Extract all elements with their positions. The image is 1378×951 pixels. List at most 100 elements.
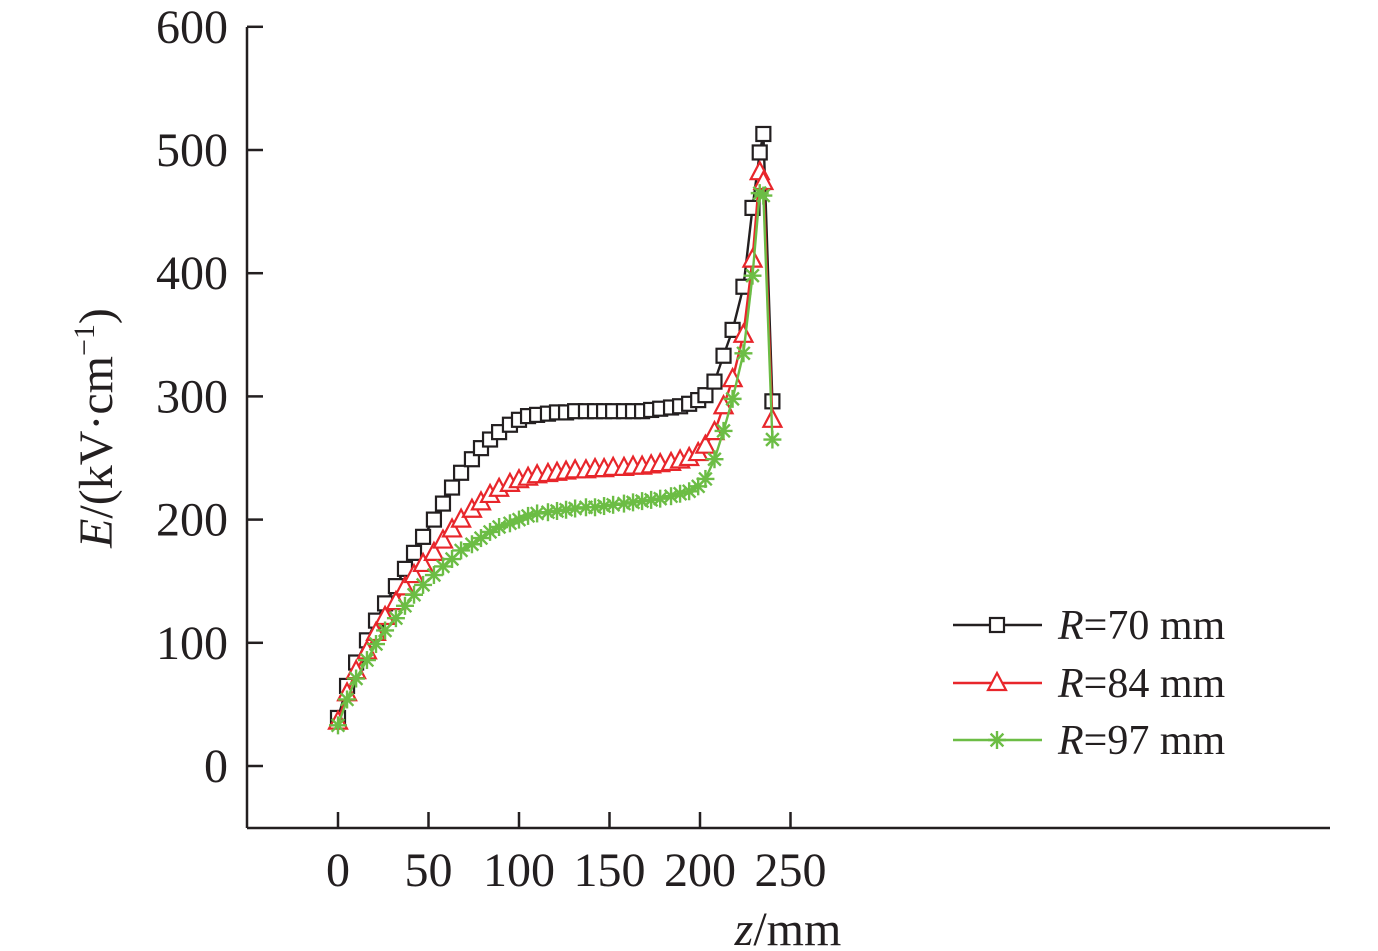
legend-marker [988,616,1006,634]
series-layer [327,125,784,735]
y-tick-label: 500 [156,124,228,177]
data-point [614,494,633,513]
data-point-stroke [643,492,659,508]
data-point-stroke [605,497,621,513]
data-point-stroke [765,432,780,447]
data-point [705,450,724,469]
data-point [441,517,463,538]
y-tick-label: 100 [156,617,228,670]
legend-item-2: R=84 mm [953,661,1226,707]
data-point [338,690,357,709]
data-point [367,635,386,654]
x-tick-label: 50 [405,844,453,897]
data-point [714,421,733,440]
data-point-stroke [616,496,632,511]
data-point [462,535,481,554]
x-axis-title: z/mm [734,903,842,951]
y-tick-label: 300 [156,370,228,423]
data-point [347,669,366,688]
data-point [329,716,347,735]
data-point-stroke [652,491,668,506]
data-point-stroke [587,500,603,515]
data-point [425,511,443,528]
series-3 [329,184,782,735]
legend-item-3: R=97 mm [953,718,1226,764]
legend: R=70 mm R=84 mm R=97 mm [953,603,1226,764]
data-point-stroke [453,543,469,558]
data-point [405,544,423,561]
y-ticks: 0 100 200 300 400 500 600 [156,1,263,793]
data-point [357,651,376,670]
data-point-stroke [558,502,574,517]
data-point [754,186,773,205]
x-tick-label: 200 [664,844,736,897]
data-point [432,528,454,549]
data-point-stroke [672,486,688,501]
data-point-stroke [725,391,740,407]
legend-label: R=97 mm [1057,718,1226,764]
data-point-stroke [330,718,346,733]
data-point [662,487,681,506]
series-line [336,132,774,719]
data-point [671,484,690,503]
data-point-stroke [388,610,404,626]
series-2 [327,159,784,730]
data-point [715,347,732,364]
data-point [723,389,742,408]
data-point [763,430,782,449]
data-point [743,266,762,285]
x-tick-label: 250 [755,844,827,897]
data-point [395,596,414,615]
y-tick-label: 200 [156,494,228,547]
data-point-stroke [567,501,583,516]
data-point-stroke [549,503,565,519]
y-tick-label: 0 [204,740,228,793]
data-point [696,469,715,488]
y-axis-title: E/(kV·cm−1) [68,308,123,549]
data-point [386,609,405,628]
data-point-stroke [368,636,384,652]
legend-label: R=84 mm [1057,661,1226,707]
x-tick-label: 0 [326,844,350,897]
data-point [471,529,490,548]
data-point [376,621,395,640]
data-point [697,387,714,404]
data-point-stroke [529,506,545,521]
data-point-stroke [756,188,771,203]
data-point-stroke [464,537,480,552]
data-point-stroke [634,493,650,509]
x-tick-label: 150 [574,844,646,897]
legend-marker-stroke [989,732,1005,748]
y-tick-label: 400 [156,247,228,300]
data-point-stroke [736,346,751,361]
data-point [452,464,470,481]
data-point [732,322,755,343]
data-point-stroke [397,598,413,614]
data-point [423,540,445,561]
data-point [694,433,717,454]
data-point-stroke [596,498,612,514]
legend-label: R=70 mm [1057,603,1226,649]
data-point-stroke [339,692,355,707]
data-point [403,562,425,584]
data-point [412,551,434,573]
data-point [443,479,461,496]
data-point [651,489,670,508]
legend-marker [988,731,1006,749]
data-point-stroke [663,488,679,504]
legend-marker [986,670,1008,692]
data-point-stroke [745,268,760,283]
data-point-stroke [348,671,364,686]
data-point [734,344,753,363]
data-point-stroke [625,495,641,510]
data-point [755,125,772,143]
data-point-stroke [716,423,731,439]
data-point-stroke [540,504,556,520]
y-tick-label: 600 [156,1,228,54]
x-tick-label: 100 [483,844,555,897]
axes: 0 100 200 300 400 500 600 0 50 100 150 200 250 [156,1,1330,897]
data-point [434,495,452,512]
data-point-stroke [377,623,393,638]
data-point [414,528,432,545]
